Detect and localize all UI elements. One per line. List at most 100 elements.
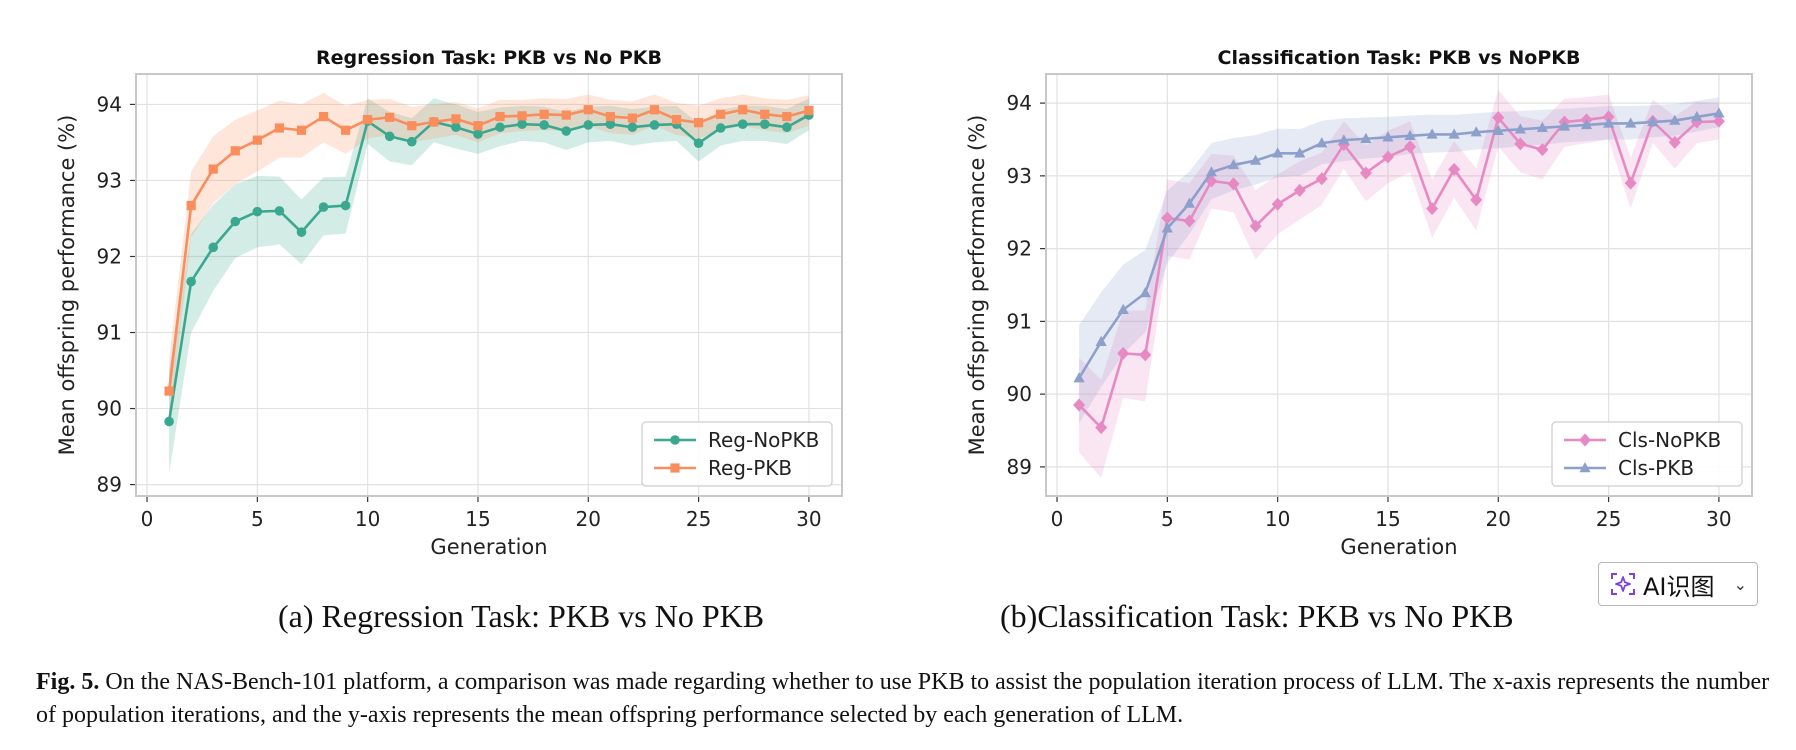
x-tick-label: 30: [1706, 507, 1731, 531]
data-point: [495, 111, 505, 122]
data-point: [1624, 176, 1637, 190]
data-point: [429, 117, 439, 127]
ai-recognize-button[interactable]: AI识图 ⌄: [1598, 562, 1758, 606]
data-point: [605, 119, 616, 129]
legend-swatch-marker: [1579, 433, 1591, 447]
data-point: [1161, 211, 1174, 225]
data-point: [296, 125, 307, 135]
y-tick-label: 94: [97, 92, 122, 116]
y-tick-label: 93: [1007, 164, 1032, 188]
data-point: [296, 227, 307, 237]
data-point: [164, 386, 174, 396]
data-point: [318, 111, 329, 122]
data-point: [1272, 147, 1284, 158]
data-point: [1404, 129, 1416, 141]
legend-swatch-marker: [670, 435, 680, 445]
figure-charts: 0 5 10 15 20 25 30 89 90 91 92 93 94 Regression Task:…: [55, 47, 1753, 559]
data-point: [1602, 110, 1615, 124]
data-point: [164, 416, 174, 427]
data-point: [627, 113, 638, 123]
y-tick-label: 89: [1007, 455, 1032, 479]
legend-label: Reg-PKB: [708, 456, 792, 480]
data-point: [715, 123, 726, 133]
data-point: [252, 135, 262, 145]
data-point: [451, 122, 461, 133]
data-point: [649, 105, 660, 115]
y-tick-label: 92: [1007, 237, 1032, 261]
y-tick-label: 93: [97, 168, 122, 192]
data-point: [186, 276, 196, 287]
data-point: [384, 131, 395, 142]
data-point: [252, 206, 263, 217]
data-point: [605, 111, 615, 122]
data-point: [561, 110, 571, 120]
x-tick-label: 5: [251, 507, 264, 531]
x-tick-label: 25: [1596, 507, 1621, 531]
y-tick-label: 92: [97, 244, 122, 268]
legend: Cls-NoPKB Cls-PKB: [1551, 421, 1743, 487]
data-point: [738, 105, 748, 115]
x-tick-label: 0: [141, 507, 154, 531]
y-tick-label: 90: [1007, 382, 1032, 406]
x-tick-label: 5: [1161, 507, 1174, 531]
data-point: [1139, 348, 1152, 362]
data-point: [1249, 219, 1262, 233]
data-point: [517, 119, 527, 129]
data-point: [1227, 158, 1240, 170]
data-point: [1602, 117, 1615, 128]
data-point: [1095, 421, 1108, 435]
data-point: [649, 120, 660, 130]
data-point: [1117, 303, 1129, 314]
y-tick-label: 94: [1007, 91, 1032, 115]
data-point: [1691, 110, 1703, 122]
confidence-band-2: [1079, 97, 1719, 424]
chart-panel-1: 0 5 10 15 20 25 30 89 90 91 92 93 94 Regression Task:…: [55, 47, 843, 559]
data-point: [1448, 128, 1460, 139]
data-point: [693, 118, 704, 128]
data-point: [627, 122, 638, 133]
legend-swatch-marker: [1579, 462, 1591, 473]
data-point: [1227, 177, 1240, 191]
data-point: [1183, 197, 1196, 208]
data-point: [473, 129, 483, 139]
sparkle-scan-icon: [1611, 573, 1635, 595]
data-point: [1558, 120, 1571, 131]
data-point: [759, 119, 770, 129]
data-point: [1426, 128, 1438, 139]
data-point: [1359, 166, 1372, 180]
data-point: [1470, 193, 1483, 207]
data-point: [1117, 346, 1130, 360]
data-point: [208, 242, 219, 253]
x-axis-label: Generation: [1340, 535, 1457, 559]
data-point: [1073, 398, 1086, 412]
data-point: [318, 202, 329, 212]
data-point: [1492, 124, 1504, 135]
data-point: [1360, 132, 1372, 143]
x-tick-label: 10: [1265, 507, 1290, 531]
data-point: [1580, 118, 1593, 130]
y-tick-label: 89: [97, 473, 122, 497]
legend-box: [641, 421, 833, 487]
data-point: [517, 111, 527, 121]
data-point: [385, 112, 395, 122]
figure-caption-text: On the NAS-Bench-101 platform, a compari…: [36, 669, 1770, 728]
data-point: [1536, 143, 1549, 157]
legend-box: [1551, 421, 1743, 487]
x-tick-label: 10: [355, 507, 380, 531]
data-point: [1205, 166, 1218, 177]
data-point: [1448, 162, 1461, 176]
data-point: [1095, 335, 1107, 346]
y-axis-label: Mean offspring performance (%): [55, 115, 79, 456]
data-point: [407, 121, 417, 131]
data-point: [1514, 137, 1527, 151]
legend: Reg-NoPKB Reg-PKB: [641, 421, 833, 487]
data-point: [230, 146, 240, 156]
data-point: [583, 105, 593, 115]
data-point: [1249, 154, 1262, 165]
data-point: [539, 120, 549, 130]
data-point: [671, 115, 682, 125]
data-point: [539, 109, 549, 119]
confidence-band-1: [1079, 90, 1719, 478]
data-point: [1669, 114, 1681, 125]
x-axis-label: Generation: [430, 535, 547, 559]
